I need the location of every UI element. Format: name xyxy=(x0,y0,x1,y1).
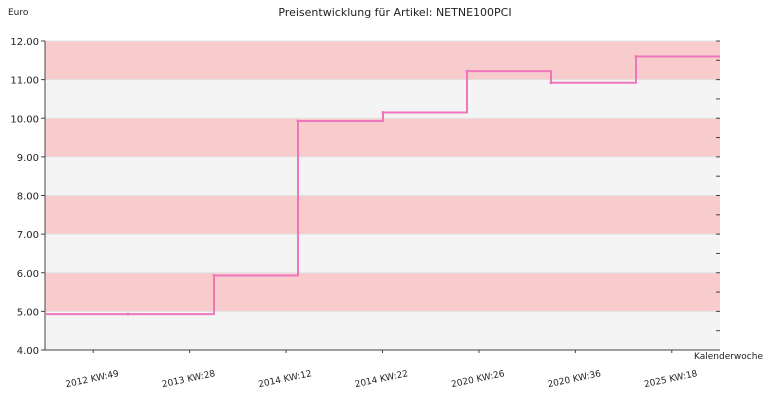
background-bands xyxy=(45,41,720,350)
y-tick-label: 10.00 xyxy=(10,114,39,125)
band-6 xyxy=(45,234,720,273)
band-7 xyxy=(45,195,720,235)
data-point xyxy=(465,69,469,73)
y-tick-label: 7.00 xyxy=(17,230,39,241)
x-tick-label: 2014 KW:12 xyxy=(258,369,313,390)
x-axis-ticks: 2012 KW:49 2013 KW:28 2014 KW:12 2014 KW:22… xyxy=(65,350,699,390)
y-tick-label: 6.00 xyxy=(17,269,39,280)
series-line-preis xyxy=(45,55,720,316)
x-axis-label: Kalenderwoche xyxy=(694,352,763,362)
data-point xyxy=(634,54,638,58)
y-axis-ticks: 4.00 5.00 6.00 7.00 8.00 9.00 10.00 11.00 12.00 xyxy=(10,37,720,357)
data-point xyxy=(549,81,553,85)
band-8 xyxy=(45,156,720,196)
y-tick-label: 8.00 xyxy=(17,192,39,203)
band-5 xyxy=(45,272,720,312)
y-tick-label: 4.00 xyxy=(17,346,39,357)
y-tick-label: 11.00 xyxy=(10,76,39,87)
x-tick-label: 2013 KW:28 xyxy=(161,369,216,390)
x-tick-label: 2020 KW:36 xyxy=(547,369,602,390)
data-point xyxy=(126,312,130,316)
chart-title: Preisentwicklung für Artikel: NETNE100PC… xyxy=(278,6,511,19)
x-tick-label: 2012 KW:49 xyxy=(65,369,120,390)
data-point xyxy=(212,273,216,277)
y-tick-label: 12.00 xyxy=(10,37,39,48)
y-tick-label: 5.00 xyxy=(17,307,39,318)
y-tick-label: 9.00 xyxy=(17,153,39,164)
data-point xyxy=(296,119,300,123)
x-tick-label: 2025 KW:18 xyxy=(643,369,698,390)
band-4 xyxy=(45,311,720,350)
y-axis-label: Euro xyxy=(8,8,29,18)
band-9 xyxy=(45,118,720,157)
band-11 xyxy=(45,41,720,80)
x-tick-label: 2020 KW:26 xyxy=(450,369,505,390)
data-point xyxy=(381,110,385,114)
series-group xyxy=(45,54,720,316)
x-tick-label: 2014 KW:22 xyxy=(354,369,409,390)
